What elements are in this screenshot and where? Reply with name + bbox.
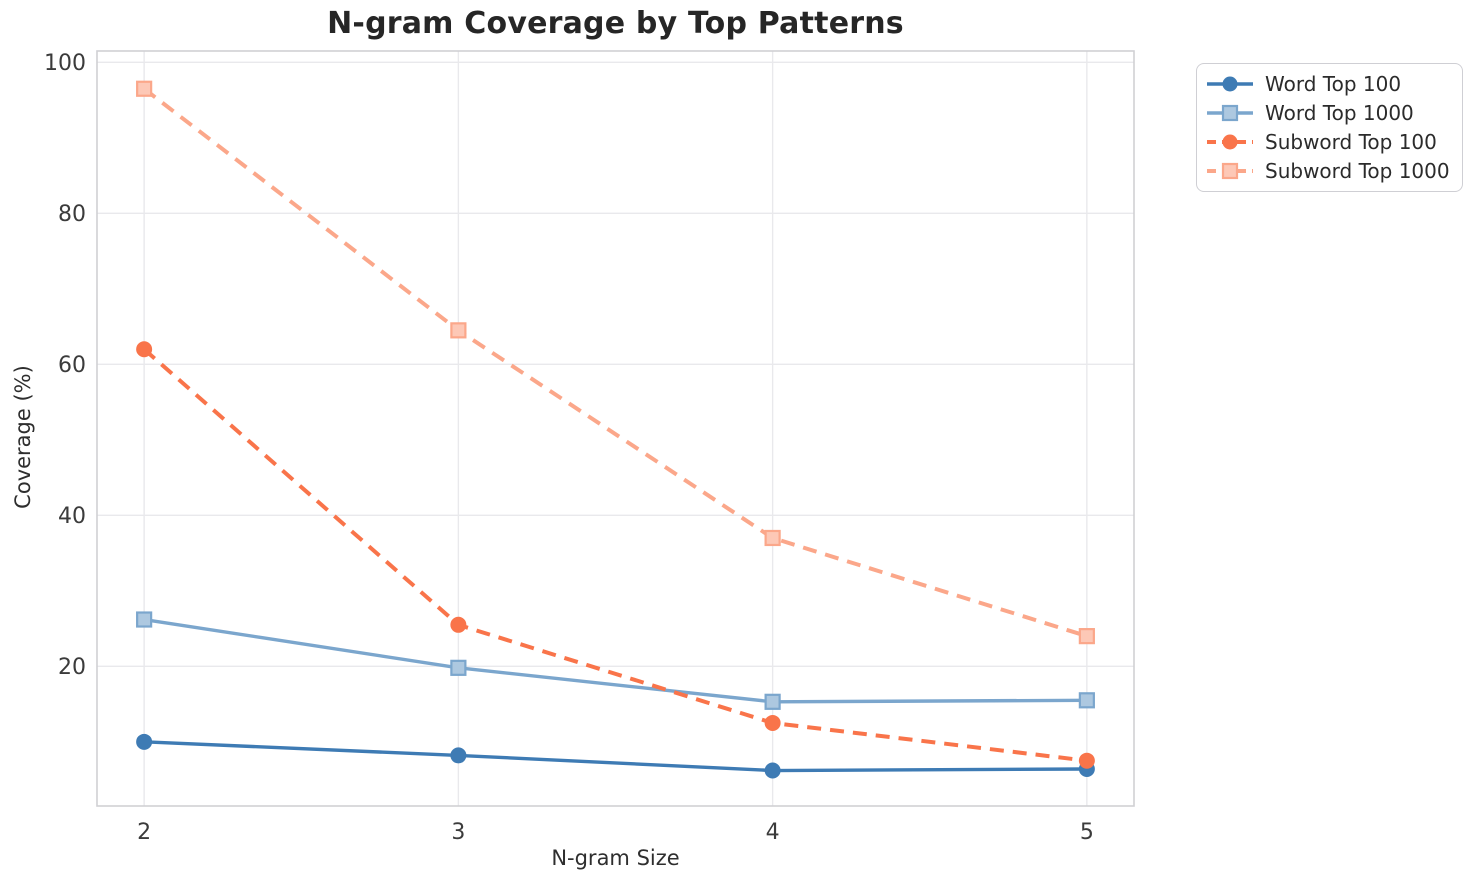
- data-point: [1078, 692, 1095, 709]
- legend-swatch-subword-top-1000: [1207, 162, 1253, 180]
- gridlines: [97, 51, 1134, 806]
- data-point: [1078, 628, 1095, 645]
- series-subword-top-100: [136, 341, 1095, 769]
- series-group: [136, 80, 1095, 779]
- legend-swatch-word-top-1000: [1207, 104, 1253, 122]
- data-point: [764, 693, 781, 710]
- series-word-top-100: [136, 733, 1095, 779]
- legend-label: Subword Top 100: [1265, 130, 1437, 154]
- chart-title: N-gram Coverage by Top Patterns: [327, 6, 904, 41]
- legend-label: Word Top 100: [1265, 72, 1402, 96]
- legend-item-word-top-1000: Word Top 1000: [1205, 99, 1454, 127]
- y-tick-label: 60: [58, 353, 86, 378]
- y-axis-label: Coverage (%): [11, 365, 35, 509]
- data-point: [136, 341, 153, 358]
- data-point: [450, 616, 467, 633]
- data-point: [450, 322, 467, 339]
- tick-labels: 20 40 60 80 100 2 3 4 5: [44, 51, 1094, 845]
- x-tick-label: 3: [451, 820, 465, 845]
- legend: Word Top 100 Word Top 1000 Subword Top 1…: [1196, 63, 1463, 192]
- data-point: [136, 611, 153, 628]
- series-subword-top-1000: [136, 80, 1095, 645]
- plot-spines: [96, 50, 1135, 807]
- data-point: [450, 659, 467, 676]
- legend-item-subword-top-1000: Subword Top 1000: [1205, 157, 1454, 185]
- legend-swatch-word-top-100: [1207, 76, 1253, 92]
- data-point: [764, 529, 781, 547]
- legend-item-subword-top-100: Subword Top 100: [1205, 128, 1454, 156]
- x-tick-label: 2: [137, 820, 151, 845]
- legend-label: Word Top 1000: [1265, 101, 1414, 125]
- y-tick-label: 40: [58, 504, 86, 529]
- x-tick-label: 4: [766, 820, 780, 845]
- series-word-top-1000: [136, 611, 1095, 710]
- legend-swatch-subword-top-100: [1207, 134, 1253, 150]
- y-tick-label: 80: [58, 202, 86, 227]
- y-tick-label: 100: [44, 51, 86, 76]
- x-tick-label: 5: [1080, 820, 1094, 845]
- data-point: [764, 762, 781, 779]
- x-axis-label: N-gram Size: [551, 846, 680, 870]
- data-point: [1078, 752, 1095, 769]
- legend-label: Subword Top 1000: [1265, 159, 1450, 183]
- data-point: [136, 80, 153, 97]
- y-tick-label: 20: [58, 655, 86, 680]
- legend-item-word-top-100: Word Top 100: [1205, 70, 1454, 98]
- data-point: [450, 747, 467, 764]
- data-point: [764, 714, 781, 731]
- data-point: [136, 733, 153, 750]
